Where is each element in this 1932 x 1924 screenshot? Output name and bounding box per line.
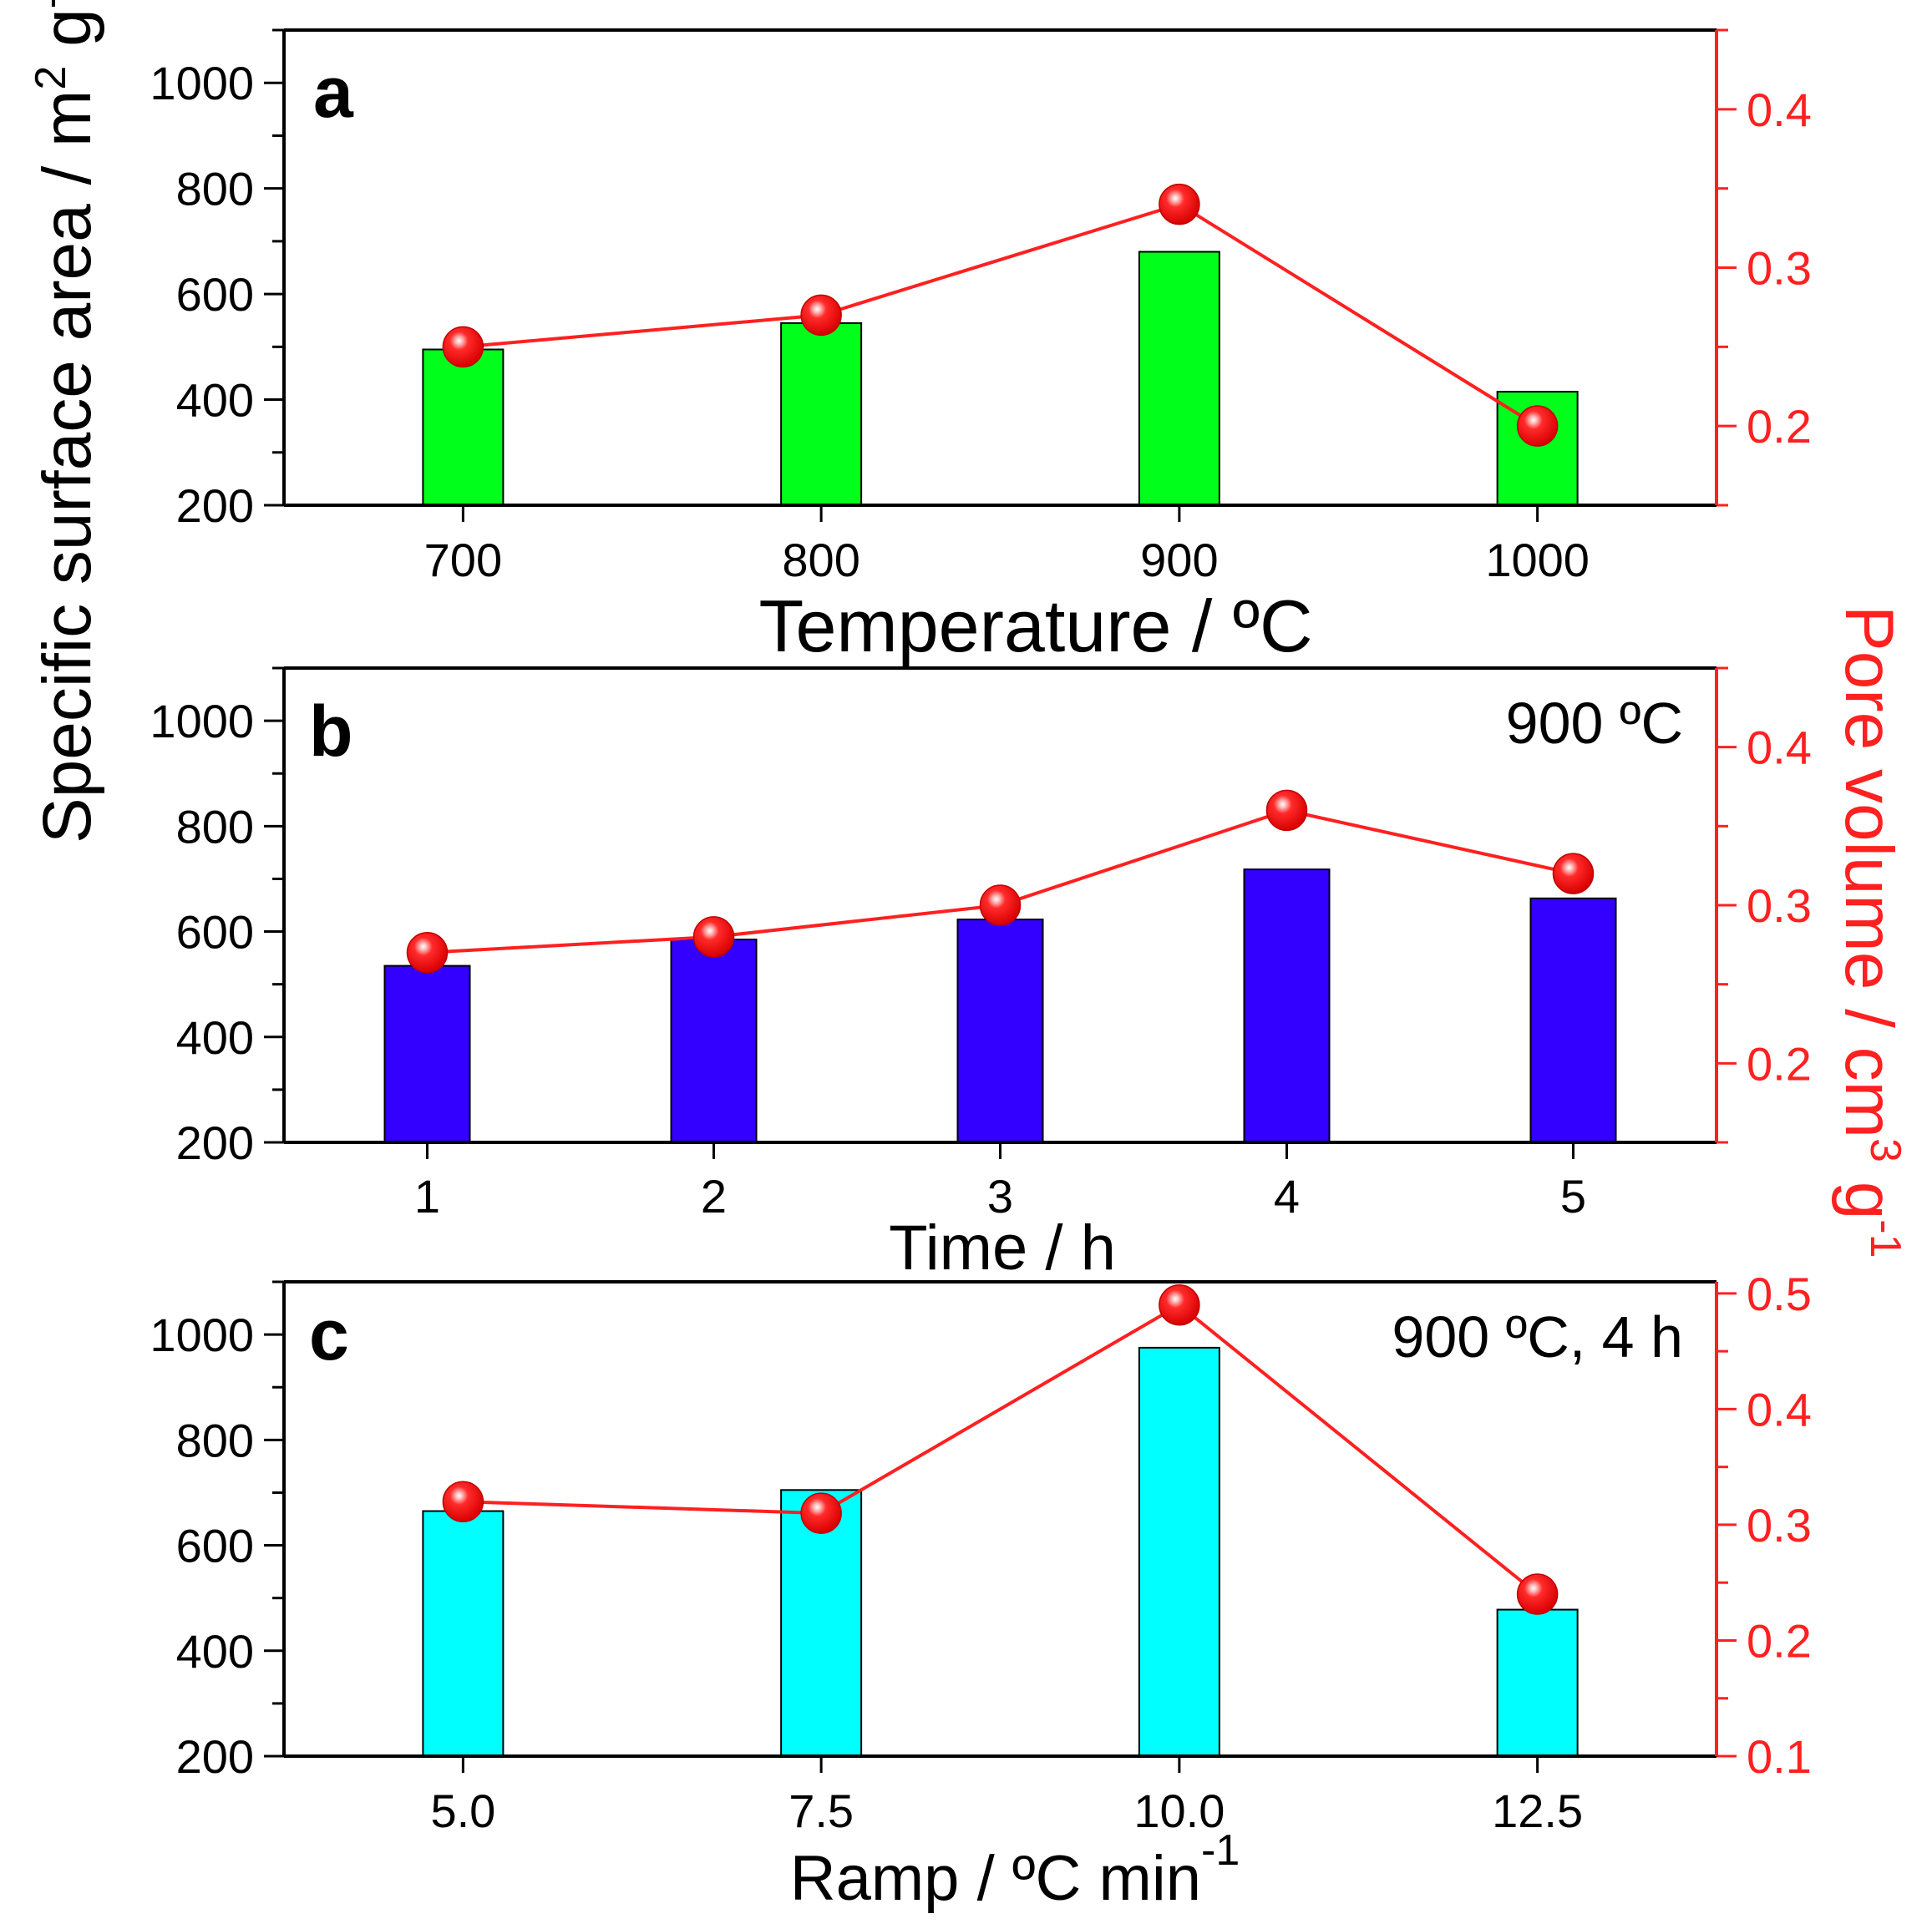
y-tick-label: 600 [176,906,254,959]
x-tick-label: 2 [701,1170,727,1223]
x-axis-title: Ramp / ºC min-1 [790,1826,1240,1914]
pore-volume-line [463,202,1539,428]
pore-volume-point [1159,183,1200,225]
y-tick-label: 200 [176,1116,254,1169]
bar-b-3 [956,919,1044,1144]
pore-volume-point [1159,1284,1200,1326]
x-tick-label: 700 [424,534,502,586]
chart-panels: 200 400 600 800 1000 0.2 0.3 0.4 700 800 900 1000 Te… [150,28,1812,1914]
y2-tick-label: 0.4 [1747,84,1812,136]
panel-letter: c [309,1295,349,1375]
x-tick-label: 12.5 [1492,1785,1583,1837]
bar-c-7.5 [780,1489,863,1758]
x-axis-title: Temperature / ºC [758,585,1312,667]
bar-a-700 [422,348,505,506]
x-tick-label: 800 [782,534,860,586]
y-tick-label: 1000 [150,695,254,747]
y2-tick-label: 0.1 [1747,1730,1812,1783]
shared-y-axis-title: Specific surface area / m2 g-1 [27,0,105,843]
pore-volume-point [979,884,1022,926]
bar-b-5 [1529,897,1617,1143]
panel-annotation: 900 ºC [1506,691,1683,756]
bar-c-10.0 [1138,1346,1220,1758]
pore-volume-point [1552,853,1595,894]
y-tick-label: 600 [176,268,254,321]
pore-volume-point [1516,1573,1559,1615]
y-tick-label: 400 [176,1625,254,1678]
x-tick-label: 5.0 [430,1785,495,1837]
panel-b: 200 400 600 800 1000 0.2 0.3 0.4 1 2 3 4 5 Time / h b 9… [150,666,1812,1284]
shared-y2-axis-title: Pore volume / cm3 g-1 [1831,605,1909,1258]
pore-volume-point [442,326,484,368]
x-tick-label: 1 [414,1170,440,1223]
panel-letter: a [313,53,354,133]
x-tick-label: 4 [1274,1170,1300,1223]
pore-volume-point [442,1481,484,1522]
x-tick-label: 900 [1140,534,1218,586]
y-tick-label: 200 [176,479,254,532]
bar-c-5.0 [422,1510,505,1757]
pore-volume-point [692,916,735,958]
y2-tick-label: 0.3 [1747,1499,1812,1552]
y2-tick-label: 0.4 [1747,722,1812,774]
y-tick-label: 800 [176,163,254,215]
bar-c-12.5 [1496,1608,1579,1758]
y-tick-label: 200 [176,1730,254,1783]
pore-volume-line [463,1303,1539,1596]
y-tick-label: 600 [176,1520,254,1572]
y2-tick-label: 0.3 [1747,242,1812,295]
y2-tick-label: 0.5 [1747,1268,1812,1320]
pore-volume-point [1265,789,1308,832]
panel-c: 200 400 600 800 1000 0.1 0.2 0.3 0.4 0.5 5.0 7.5 10.… [150,1268,1811,1914]
x-tick-label: 10.0 [1133,1785,1225,1837]
bar-b-2 [670,939,758,1143]
y-tick-label: 1000 [150,57,254,109]
bar-a-800 [780,322,863,506]
panel-a: 200 400 600 800 1000 0.2 0.3 0.4 700 800 900 1000 Te… [150,28,1812,667]
y2-tick-label: 0.3 [1747,879,1812,932]
x-tick-label: 1000 [1485,534,1590,586]
bar-b-4 [1243,868,1331,1144]
pore-volume-point [800,1492,842,1534]
pore-volume-point [800,294,842,337]
bar-b-1 [383,965,471,1143]
y-tick-label: 800 [176,800,254,853]
y-tick-label: 400 [176,374,254,427]
x-axis-title: Time / h [889,1213,1116,1284]
pore-volume-point [406,932,449,974]
bar-a-900 [1138,251,1220,506]
y2-tick-label: 0.2 [1747,1037,1812,1090]
x-tick-label: 7.5 [789,1785,854,1837]
panel-annotation: 900 ºC, 4 h [1392,1304,1683,1370]
y2-tick-label: 0.2 [1747,1614,1812,1667]
y2-tick-label: 0.2 [1747,400,1812,453]
y-tick-label: 800 [176,1414,254,1466]
y2-tick-label: 0.4 [1747,1383,1812,1435]
x-tick-label: 5 [1560,1170,1586,1223]
x-tick-label: 3 [987,1170,1013,1223]
y-tick-label: 400 [176,1011,254,1064]
y-tick-label: 1000 [150,1309,254,1361]
pore-volume-point [1516,405,1559,447]
panel-letter: b [309,691,353,772]
